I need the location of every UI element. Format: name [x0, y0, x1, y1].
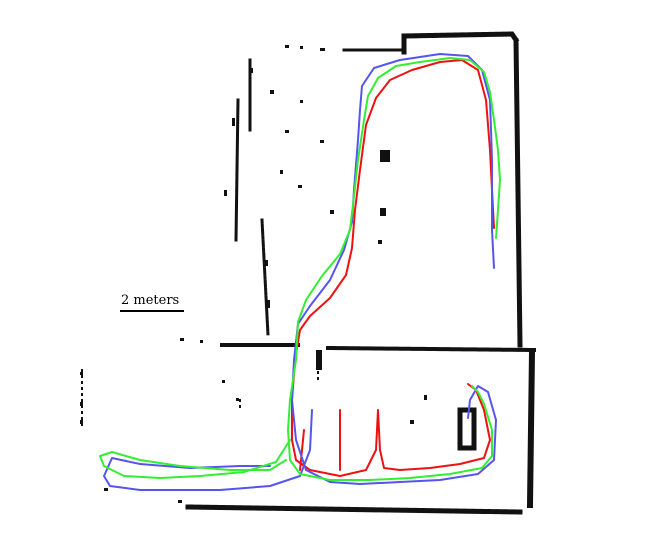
lower-room-wall-bottom: [185, 504, 523, 515]
trajectory-blue: [291, 53, 497, 485]
trajectory-red-branch: [299, 409, 341, 471]
trajectory-green-lower: [99, 439, 291, 479]
upper-room-wall: [401, 31, 523, 348]
trajectories: [99, 53, 501, 491]
scale-bar-label: 2 meters: [121, 293, 180, 308]
trajectory-green: [287, 57, 501, 481]
trajectory-blue-lower: [103, 409, 313, 491]
left-sparse-points: [81, 359, 319, 431]
upper-room-wall-left: [234, 48, 406, 337]
lower-room-wall-right: [526, 348, 536, 509]
obstacle: [457, 407, 477, 451]
map-walls: [81, 31, 537, 515]
trajectory-red: [291, 59, 495, 477]
middle-wall: [220, 343, 537, 353]
map-specks: [80, 45, 427, 503]
